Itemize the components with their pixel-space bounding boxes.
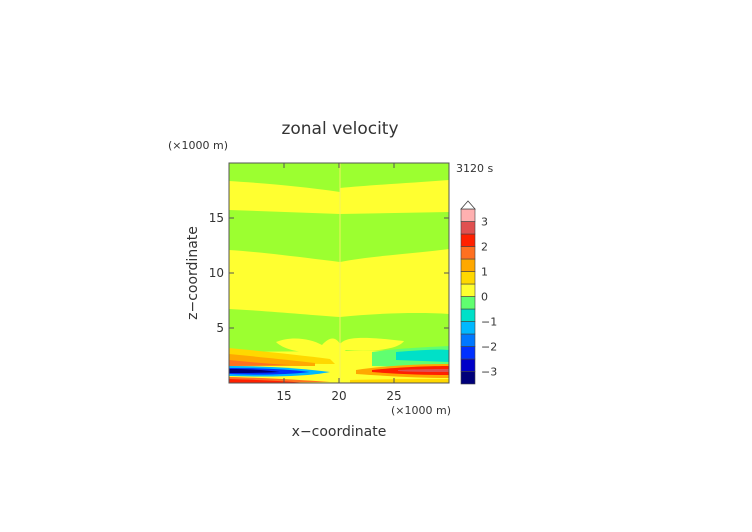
velocity-field xyxy=(229,163,449,383)
chart-title: zonal velocity xyxy=(281,119,398,139)
field-right-darkred xyxy=(398,369,449,372)
colorbar-swatch-5 xyxy=(460,308,476,322)
x-ticks: 15 20 25 xyxy=(276,163,402,403)
time-label: 3120 s xyxy=(456,162,493,175)
field-left-blue-core xyxy=(229,369,280,373)
z-tick-label-2: 15 xyxy=(209,211,224,225)
colorbar-tick-label-4: −1 xyxy=(481,316,497,329)
colorbar-tick-label-6: −3 xyxy=(481,366,497,379)
colorbar-tick-label-1: 2 xyxy=(481,241,488,254)
z-tick-label-0: 5 xyxy=(216,321,224,335)
x-tick-label-0: 15 xyxy=(276,389,291,403)
colorbar-swatch-11 xyxy=(460,233,476,247)
colorbar-extend-max xyxy=(460,200,476,210)
colorbar-tick-label-5: −2 xyxy=(481,341,497,354)
field-surface-right xyxy=(350,379,449,383)
colorbar-tick-label-2: 1 xyxy=(481,266,488,279)
x-unit-label: (×1000 m) xyxy=(391,404,451,417)
colorbar-swatch-2 xyxy=(460,346,476,360)
field-right-cyan xyxy=(396,349,449,362)
x-axis-label: x−coordinate xyxy=(292,424,387,440)
field-left-red xyxy=(229,360,290,366)
x-tick-label-2: 25 xyxy=(386,389,401,403)
colorbar-swatch-9 xyxy=(460,258,476,272)
z-axis-label: z−coordinate xyxy=(185,226,201,320)
colorbar xyxy=(460,200,476,385)
z-unit-label: (×1000 m) xyxy=(168,139,228,152)
colorbar-swatch-13 xyxy=(460,208,476,222)
colorbar-swatch-7 xyxy=(460,283,476,297)
x-tick-label-1: 20 xyxy=(331,389,346,403)
field-surface-left2 xyxy=(229,379,305,383)
colorbar-swatch-1 xyxy=(460,358,476,372)
colorbar-tick-label-0: 3 xyxy=(481,216,488,229)
colorbar-swatch-8 xyxy=(460,271,476,285)
colorbar-swatch-10 xyxy=(460,246,476,260)
colorbar-tick-label-3: 0 xyxy=(481,291,488,304)
colorbar-swatch-6 xyxy=(460,296,476,310)
z-tick-label-1: 10 xyxy=(209,266,224,280)
colorbar-swatch-12 xyxy=(460,221,476,235)
colorbar-swatch-0 xyxy=(460,371,476,385)
field-band-green-mid xyxy=(229,210,449,262)
colorbar-swatch-4 xyxy=(460,321,476,335)
z-ticks: 5 10 15 xyxy=(209,211,449,335)
field-band-green-top xyxy=(229,163,449,192)
colorbar-ticks: 3 2 1 0 −1 −2 −3 xyxy=(481,216,497,379)
colorbar-swatch-3 xyxy=(460,333,476,347)
